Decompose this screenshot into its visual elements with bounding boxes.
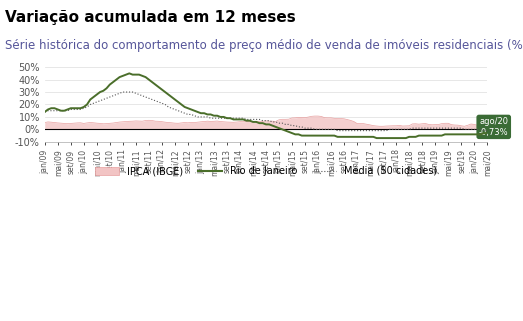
- Text: Série histórica do comportamento de preço médio de venda de imóveis residenciais: Série histórica do comportamento de preç…: [5, 39, 523, 51]
- Legend: IPCA (IBGE), Rio de Janeiro, Média (50 cidades): IPCA (IBGE), Rio de Janeiro, Média (50 c…: [91, 162, 441, 180]
- Text: ago/20
-0,73%: ago/20 -0,73%: [479, 117, 508, 137]
- Text: Variação acumulada em 12 meses: Variação acumulada em 12 meses: [5, 10, 296, 25]
